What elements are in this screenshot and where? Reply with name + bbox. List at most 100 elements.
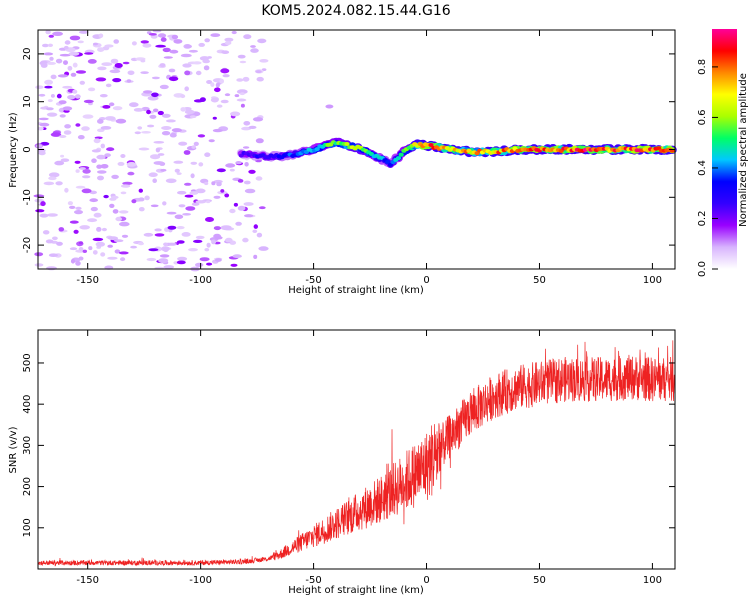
y-tick-label: 300 [22,436,33,455]
colorbar-tick-label: 0.6 [697,109,708,125]
noise-speckle [46,61,56,65]
noise-speckle [161,126,172,130]
noise-speckle [131,41,137,46]
noise-speckle [58,100,67,105]
noise-speckle [212,128,223,133]
noise-speckle [140,40,149,44]
noise-speckle [159,84,169,90]
noise-speckle [190,161,198,165]
noise-speckle [133,108,144,112]
noise-speckle [88,102,93,106]
noise-speckle [138,242,144,246]
noise-speckle [75,261,81,266]
noise-speckle [77,135,85,140]
noise-speckle [81,126,90,131]
noise-speckle [126,162,137,167]
noise-speckle [171,128,182,133]
noise-speckle [188,248,198,252]
noise-speckle [253,224,258,229]
colorbar-tick-label: 0.8 [697,59,708,75]
noise-speckle [55,181,63,186]
noise-speckle [72,89,78,94]
noise-speckle [225,237,233,243]
noise-speckle [162,247,169,253]
y-tick-label: 100 [22,518,33,537]
noise-speckle [109,197,117,201]
noise-speckle [169,49,179,54]
colorbar-tick-label: 0.2 [697,211,708,227]
noise-speckle [127,171,135,176]
noise-speckle [198,162,204,167]
x-tick-label: -150 [76,575,99,586]
noise-speckle [103,194,109,199]
noise-speckle [95,77,107,82]
noise-speckle [69,220,79,224]
noise-speckle [100,164,109,169]
noise-speckle [261,68,267,71]
noise-speckle [95,241,106,247]
noise-speckle [224,93,231,97]
noise-speckle [121,234,129,238]
noise-speckle [184,44,192,49]
noise-speckle [102,105,111,109]
noise-speckle [84,52,94,55]
noise-speckle [59,53,71,57]
noise-speckle [122,181,133,185]
noise-speckle [205,200,211,204]
noise-speckle [153,141,165,144]
trace-cell [385,160,391,164]
noise-speckle [46,266,57,271]
noise-speckle [70,259,76,264]
noise-speckle [79,167,86,170]
spectrogram-y-label: Frequency (Hz) [8,112,19,188]
x-tick-label: 0 [423,575,429,586]
noise-speckle [50,74,57,80]
noise-speckle [52,31,63,36]
noise-speckle [253,254,258,259]
noise-speckle [161,113,171,118]
noise-speckle [243,34,252,40]
noise-speckle [215,82,220,88]
noise-speckle [67,201,73,206]
trace-cell [395,156,402,161]
x-tick-label: -100 [189,575,212,586]
noise-speckle [87,59,97,64]
noise-speckle [88,246,93,251]
noise-speckle [184,194,194,198]
noise-speckle [202,59,210,64]
noise-speckle [119,221,130,227]
noise-speckle [250,48,259,53]
noise-speckle [118,251,129,255]
noise-speckle [259,59,269,63]
snr-frame [37,329,676,570]
noise-speckle [205,217,214,222]
noise-speckle [112,209,119,214]
snr-marks [37,340,676,567]
noise-speckle [56,241,63,246]
noise-speckle [48,253,58,257]
noise-speckle [234,94,240,98]
noise-speckle [107,236,119,241]
noise-speckle [195,262,204,267]
noise-speckle [57,74,68,78]
noise-speckle [35,144,43,148]
noise-speckle [54,160,65,166]
noise-speckle [75,206,82,210]
x-tick-label: 100 [643,275,662,286]
noise-speckle [176,240,185,244]
noise-speckle [244,188,256,194]
noise-speckle [180,94,186,99]
colorbar-label: Normalized spectral amplitude [738,73,749,227]
noise-speckle [255,138,264,144]
noise-speckle [62,85,73,89]
noise-speckle [73,229,79,234]
noise-speckle [120,184,131,188]
noise-speckle [142,43,152,48]
noise-speckle [110,58,119,64]
noise-speckle [75,185,86,189]
noise-speckle [130,245,138,249]
noise-speckle [229,208,236,214]
noise-speckle [152,178,157,183]
noise-speckle [140,71,149,74]
noise-speckle [250,45,256,48]
